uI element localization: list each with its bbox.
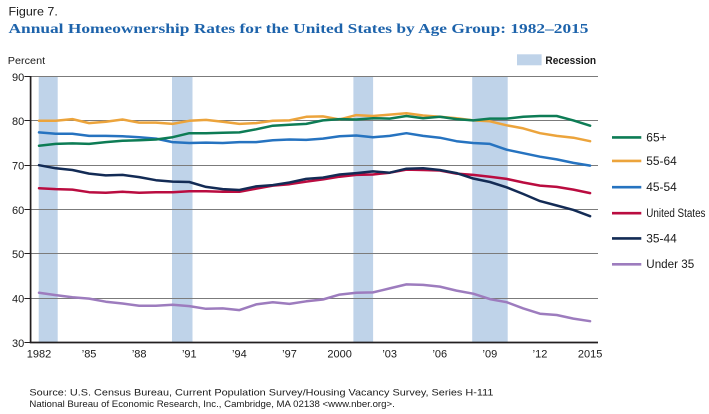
svg-text:55-64: 55-64 xyxy=(646,156,677,168)
svg-text:30: 30 xyxy=(12,338,24,350)
svg-text:’94: ’94 xyxy=(232,349,247,361)
svg-text:50: 50 xyxy=(12,249,24,261)
svg-text:2015: 2015 xyxy=(578,349,602,361)
svg-text:90: 90 xyxy=(12,72,24,84)
svg-text:’12: ’12 xyxy=(533,349,548,361)
svg-text:2000: 2000 xyxy=(327,349,351,361)
svg-text:1982: 1982 xyxy=(27,349,51,361)
svg-text:60: 60 xyxy=(12,205,24,217)
svg-text:35-44: 35-44 xyxy=(646,233,677,245)
svg-text:Percent: Percent xyxy=(8,56,46,67)
svg-text:’91: ’91 xyxy=(182,349,197,361)
svg-text:’03: ’03 xyxy=(382,349,397,361)
svg-text:United States: United States xyxy=(646,208,705,220)
svg-text:Under 35: Under 35 xyxy=(646,259,694,271)
svg-text:National Bureau of Economic Re: National Bureau of Economic Research, In… xyxy=(29,399,394,410)
svg-text:70: 70 xyxy=(12,161,24,173)
svg-text:Source: U.S. Census Bureau, Cu: Source: U.S. Census Bureau, Current Popu… xyxy=(29,388,493,399)
svg-text:45-54: 45-54 xyxy=(646,182,677,194)
svg-text:Recession: Recession xyxy=(545,55,596,67)
svg-text:65+: 65+ xyxy=(646,132,667,144)
svg-text:Annual Homeownership Rates for: Annual Homeownership Rates for the Unite… xyxy=(9,22,589,37)
svg-text:’06: ’06 xyxy=(432,349,447,361)
svg-text:’88: ’88 xyxy=(132,349,147,361)
svg-text:40: 40 xyxy=(12,294,24,306)
svg-text:80: 80 xyxy=(12,116,24,128)
svg-text:’85: ’85 xyxy=(82,349,97,361)
svg-text:Figure 7.: Figure 7. xyxy=(9,5,58,18)
svg-text:’09: ’09 xyxy=(483,349,498,361)
svg-text:’97: ’97 xyxy=(282,349,297,361)
